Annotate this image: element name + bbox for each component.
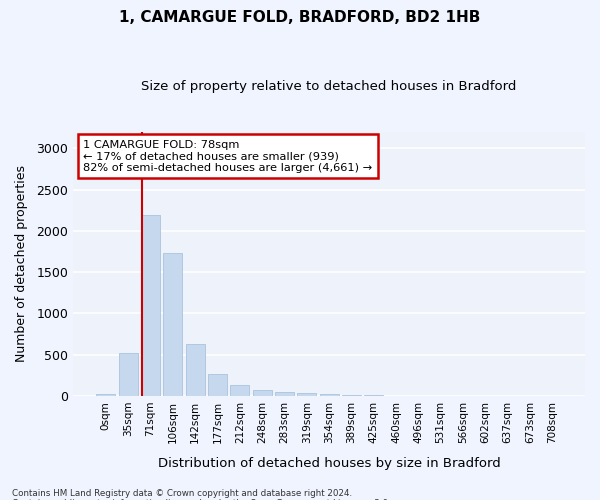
Text: 1 CAMARGUE FOLD: 78sqm
← 17% of detached houses are smaller (939)
82% of semi-de: 1 CAMARGUE FOLD: 78sqm ← 17% of detached… [83, 140, 373, 173]
Bar [230, 384, 249, 396]
Bar [275, 392, 294, 396]
Text: Contains HM Land Registry data © Crown copyright and database right 2024.: Contains HM Land Registry data © Crown c… [12, 488, 352, 498]
Bar [342, 395, 361, 396]
Title: Size of property relative to detached houses in Bradford: Size of property relative to detached ho… [142, 80, 517, 93]
Bar [141, 215, 160, 396]
Bar [253, 390, 272, 396]
X-axis label: Distribution of detached houses by size in Bradford: Distribution of detached houses by size … [158, 457, 500, 470]
Bar [208, 374, 227, 396]
Bar [185, 344, 205, 396]
Bar [320, 394, 338, 396]
Bar [97, 394, 115, 396]
Text: Contains public sector information licensed under the Open Government Licence v3: Contains public sector information licen… [12, 498, 391, 500]
Bar [163, 253, 182, 396]
Y-axis label: Number of detached properties: Number of detached properties [15, 166, 28, 362]
Bar [297, 393, 316, 396]
Bar [119, 353, 137, 396]
Text: 1, CAMARGUE FOLD, BRADFORD, BD2 1HB: 1, CAMARGUE FOLD, BRADFORD, BD2 1HB [119, 10, 481, 25]
